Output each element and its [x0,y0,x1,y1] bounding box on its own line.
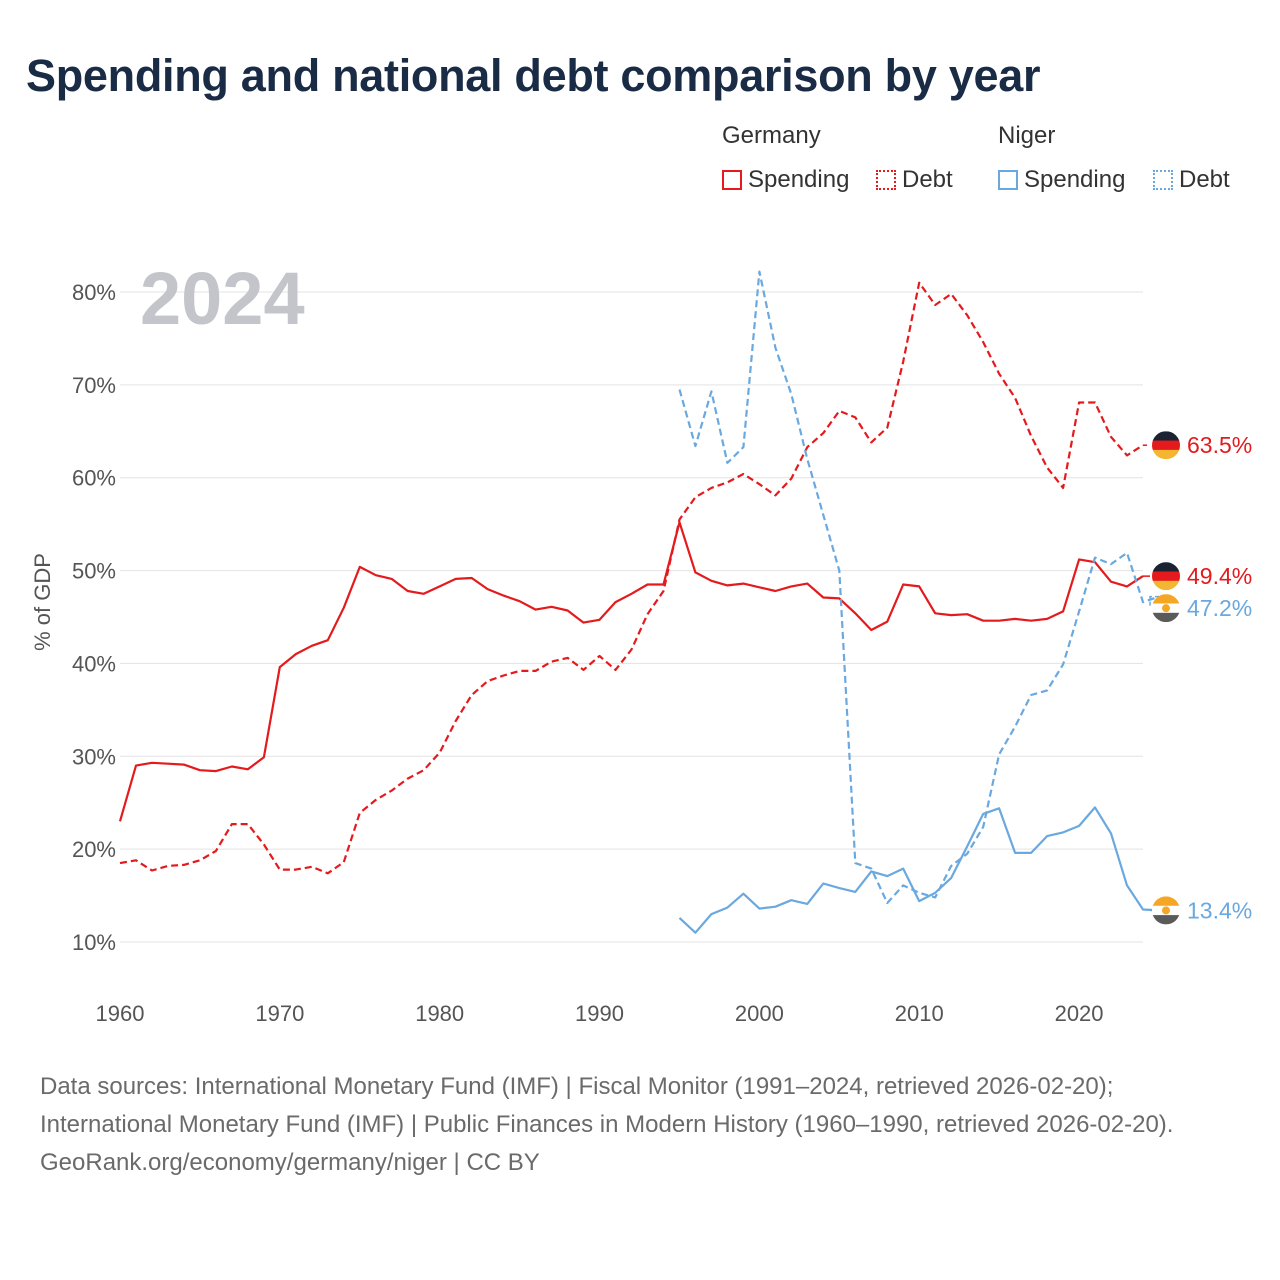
x-tick-label: 1960 [96,1001,145,1026]
y-axis-label: % of GDP [30,553,55,651]
end-value-label: 13.4% [1187,897,1252,923]
end-value-label: 49.4% [1187,563,1252,589]
end-value-label: 47.2% [1187,595,1252,621]
credit-link[interactable]: GeoRank.org/economy/germany/niger | CC B… [40,1149,540,1176]
grid [120,291,1143,943]
year-watermark: 2024 [140,257,305,340]
x-tick-label: 2000 [735,1001,784,1026]
solid-swatch-icon [722,170,742,190]
series-layer [118,270,1160,934]
x-tick-label: 1990 [575,1001,624,1026]
legend-group-germany: Germany [722,122,821,149]
legend-label: Spending [748,166,850,193]
legend-label: Debt [902,166,953,193]
legend-germany-debt[interactable]: Debt [876,166,953,194]
x-tick-label: 2010 [895,1001,944,1026]
page-title: Spending and national debt comparison by… [26,50,1041,101]
niger-debt-line [678,270,1160,905]
connector-line [1149,595,1159,609]
x-tick-label: 2020 [1055,1001,1104,1026]
end-markers: 63.5% 49.4% 47.2% 13.4% [1143,431,1252,925]
y-tick-label: 30% [72,744,116,769]
niger-flag-icon [1152,896,1180,925]
y-tick-label: 80% [72,280,116,305]
legend: Germany Spending Debt Niger Spending Deb… [0,122,1280,202]
germany-flag-icon [1152,562,1180,591]
legend-label: Spending [1024,166,1126,193]
x-tick-label: 1980 [415,1001,464,1026]
data-sources: Data sources: International Monetary Fun… [40,1073,1174,1138]
end-value-label: 63.5% [1187,432,1252,458]
legend-group-niger: Niger [998,122,1056,149]
x-axis-ticks: 1960 1970 1980 1990 2000 2010 2020 [96,1001,1104,1026]
y-tick-label: 50% [72,559,116,584]
germany-spending-line [118,521,1144,822]
y-tick-label: 10% [72,930,116,955]
y-tick-label: 40% [72,651,116,676]
y-axis-ticks: 10% 20% 30% 40% 50% 60% 70% 80% [72,280,116,955]
y-tick-label: 20% [72,837,116,862]
y-tick-label: 60% [72,466,116,491]
footer: Data sources: International Monetary Fun… [40,1068,1240,1182]
niger-flag-icon [1152,594,1180,623]
y-tick-label: 70% [72,373,116,398]
dotted-swatch-icon [876,170,896,190]
dotted-swatch-icon [1153,170,1173,190]
solid-swatch-icon [998,170,1018,190]
legend-germany-spending[interactable]: Spending [722,166,849,194]
legend-niger-debt[interactable]: Debt [1153,166,1230,194]
germany-debt-line [119,281,1144,875]
legend-niger-spending[interactable]: Spending [998,166,1125,194]
legend-label: Debt [1179,166,1230,193]
x-tick-label: 1970 [255,1001,304,1026]
niger-spending-line [678,806,1160,934]
germany-flag-icon [1152,431,1180,460]
